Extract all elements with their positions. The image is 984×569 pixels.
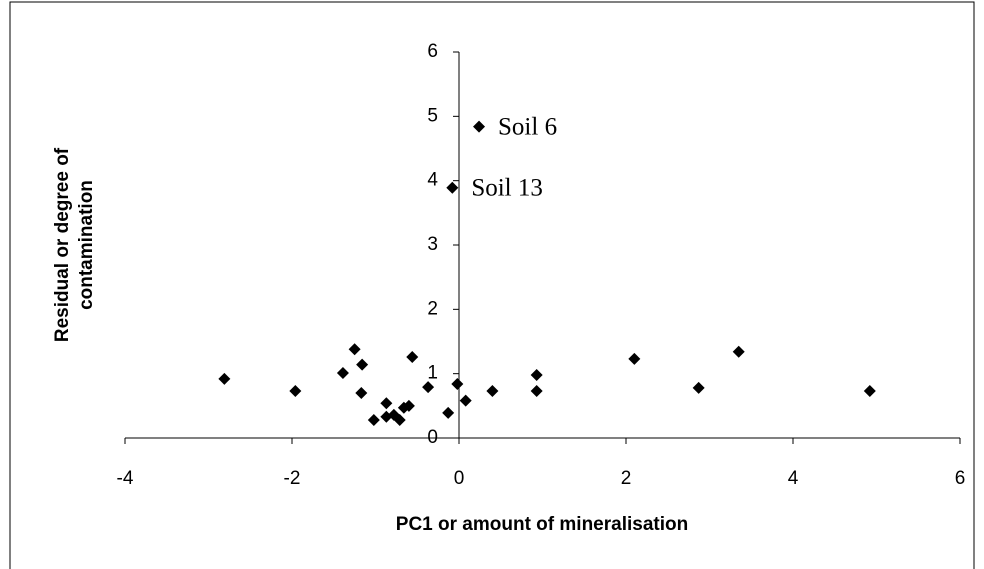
- annotation: Soil 6: [498, 113, 557, 140]
- point: [393, 413, 406, 426]
- point: [530, 368, 543, 381]
- y-tick-label: 0: [427, 427, 438, 448]
- point: [289, 385, 302, 398]
- point: [459, 394, 472, 407]
- x-tick-label: -2: [284, 468, 301, 489]
- x-tick-label: 0: [454, 468, 465, 489]
- point: [692, 381, 705, 394]
- x-tick-label: 4: [788, 468, 799, 489]
- y-tick-label: 6: [427, 41, 438, 62]
- y-tick-label: 5: [427, 105, 438, 126]
- x-tick-label: 6: [955, 468, 966, 489]
- y-tick-label: 3: [427, 234, 438, 255]
- y-axis-title: Residual or degree of contamination: [52, 147, 97, 342]
- point: [422, 381, 435, 394]
- x-tick-label: -4: [117, 468, 134, 489]
- y-tick-label: 4: [427, 170, 438, 191]
- point: [402, 399, 415, 412]
- chart-frame: [9, 1, 975, 569]
- point: [486, 385, 499, 398]
- y-tick-label: 1: [427, 363, 438, 384]
- point: [367, 413, 380, 426]
- y-axis-title-line: Residual or degree of: [52, 147, 73, 342]
- point: [446, 181, 459, 194]
- y-axis-title-line: contamination: [76, 180, 97, 310]
- point: [380, 397, 393, 410]
- point: [218, 372, 231, 385]
- point: [442, 406, 455, 419]
- point: [355, 386, 368, 399]
- point: [356, 358, 369, 371]
- point: [336, 367, 349, 380]
- point: [451, 377, 464, 390]
- point: [348, 343, 361, 356]
- point: [628, 352, 641, 365]
- y-tick-label: 2: [427, 298, 438, 319]
- x-axis-title: PC1 or amount of mineralisation: [396, 514, 688, 535]
- point: [863, 385, 876, 398]
- point: [530, 385, 543, 398]
- point: [473, 120, 486, 133]
- point: [732, 345, 745, 358]
- annotation: Soil 13: [471, 174, 543, 201]
- x-tick-label: 2: [621, 468, 632, 489]
- point: [406, 350, 419, 363]
